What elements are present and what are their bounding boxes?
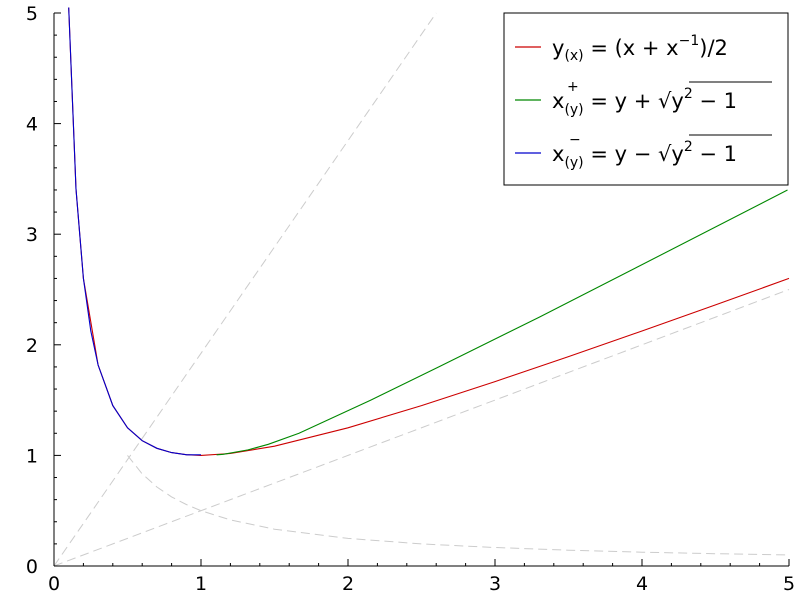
x-tick-label: 4 <box>636 573 648 595</box>
x-tick-label: 1 <box>195 573 207 595</box>
legend-sup-plus: + <box>567 79 579 95</box>
axes <box>53 13 789 567</box>
legend: y(x) = (x + x−1)/2 x(y) = y + √y2 − 1 + … <box>503 12 789 186</box>
tick-layer: 0 1 2 3 4 5 0 1 2 3 4 5 <box>26 3 795 595</box>
x-tick-label: 5 <box>783 573 795 595</box>
y-tick-label: 2 <box>26 335 38 357</box>
legend-entry-y: y(x) = (x + x−1)/2 <box>552 33 728 64</box>
curve-x-minus <box>68 7 201 456</box>
x-tick-label: 3 <box>489 573 501 595</box>
curve-x-plus <box>216 189 788 456</box>
y-tick-label: 3 <box>26 224 38 246</box>
reference-curve-half-over-x <box>127 455 790 556</box>
y-tick-label: 0 <box>26 556 38 578</box>
x-tick-label: 2 <box>342 573 354 595</box>
y-tick-label: 1 <box>26 445 38 467</box>
legend-entry-x-minus: x(y) = y − √y2 − 1 <box>552 139 737 171</box>
legend-sup-minus: − <box>569 132 581 148</box>
curve-layer <box>53 7 790 567</box>
asymptote-line-2x <box>53 12 437 567</box>
legend-box <box>503 12 789 186</box>
y-tick-label: 4 <box>26 114 38 136</box>
legend-entry-x-plus: x(y) = y + √y2 − 1 <box>552 86 737 118</box>
asymptote-line-half-x <box>53 289 790 567</box>
y-tick-label: 5 <box>26 3 38 25</box>
x-tick-label: 0 <box>48 573 60 595</box>
